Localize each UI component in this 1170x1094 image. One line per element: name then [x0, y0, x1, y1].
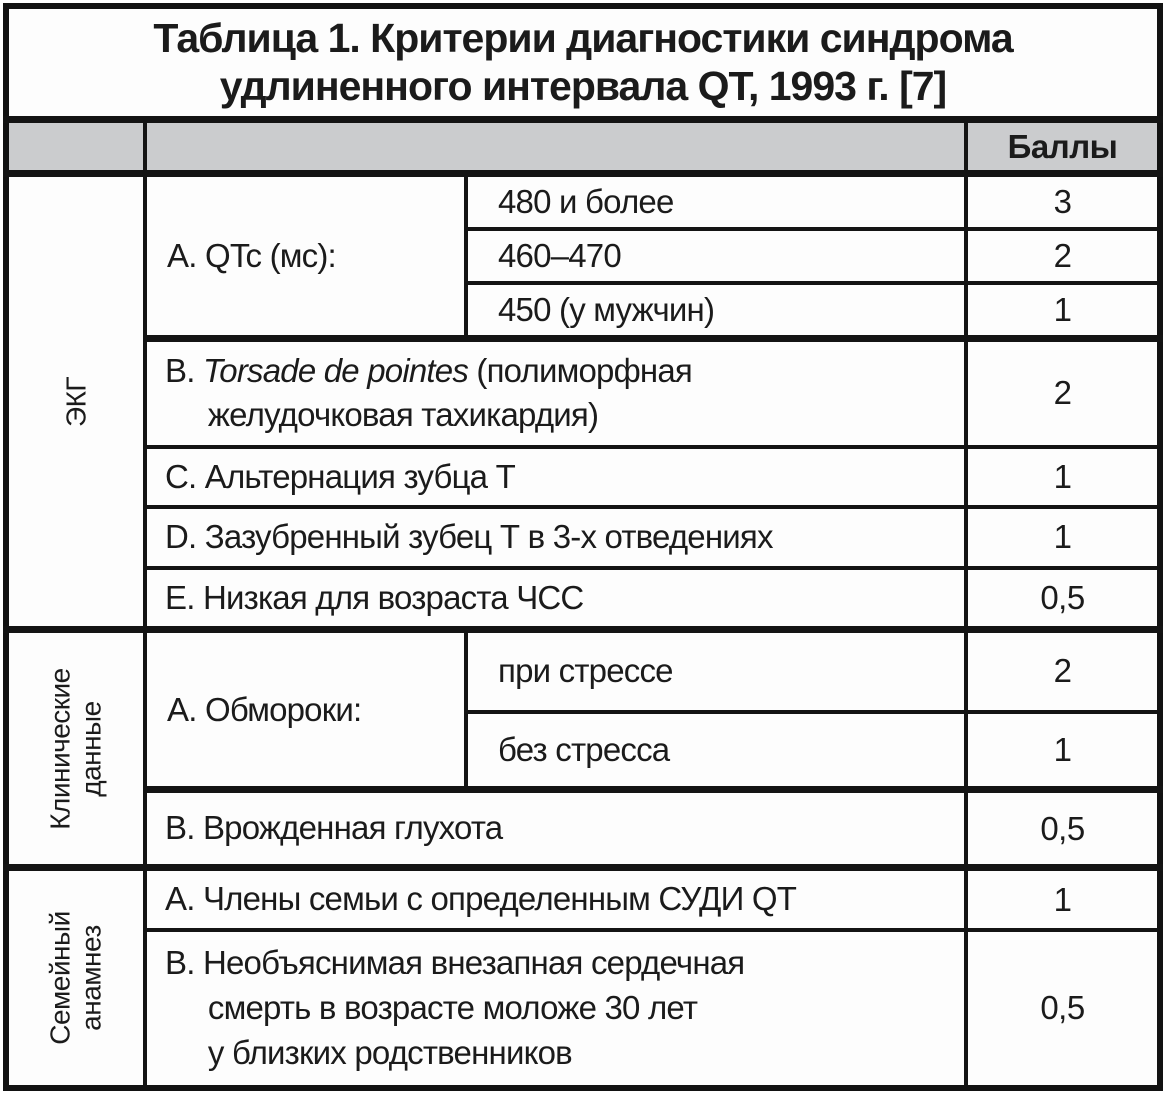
section-label-family-text: Семейный анамнез	[44, 911, 107, 1045]
header-empty-criteria-cell	[143, 116, 968, 176]
ecg-alternation-criterion: C. Альтернация зубца Т	[143, 444, 968, 510]
family-sudden-death-line1: B. Необъяснимая внезапная сердечная	[165, 944, 745, 982]
family-sudden-death-row: B. Необъяснимая внезапная сердечная смер…	[6, 927, 1163, 1090]
ecg-qtc-points-460: 2	[963, 227, 1163, 286]
clinical-syncope-group-label: A. Обмороки:	[143, 626, 468, 792]
ecg-notched-t-row: D. Зазубренный зубец Т в 3-х отведениях …	[6, 505, 1163, 570]
header-empty-section-cell	[4, 116, 147, 176]
ecg-notched-t-points: 1	[963, 505, 1163, 570]
clinical-syncope-stress-row: Клинические данные A. Обмороки: при стре…	[4, 626, 1163, 870]
clinical-deafness-points: 0,5	[963, 786, 1163, 870]
ecg-qtc-row-450: 450 (у мужчин) 1	[6, 281, 1163, 341]
qt-diagnostic-criteria-table: Таблица 1. Критерии диагностики синдрома…	[3, 3, 1164, 1091]
points-column-header: Баллы	[963, 116, 1163, 176]
torsade-italic-text: Torsade de pointes	[202, 351, 469, 389]
table-title-line1: Таблица 1. Критерии диагностики синдрома	[153, 15, 1013, 61]
ecg-qtc-row-480: ЭКГ A. QTc (мс): 480 и более 3	[4, 170, 1163, 632]
ecg-qtc-points-450: 1	[963, 281, 1163, 341]
section-label-ecg: ЭКГ	[4, 170, 147, 632]
section-label-clinical-text: Клинические данные	[44, 667, 107, 830]
family-members-criterion: A. Члены семьи с определенным СУДИ QT	[143, 864, 968, 932]
ecg-qtc-points-480: 3	[963, 170, 1163, 232]
ecg-qtc-group-label: A. QTc (мс):	[143, 170, 468, 341]
ecg-low-hr-points: 0,5	[963, 565, 1163, 632]
family-members-points: 1	[963, 864, 1163, 932]
ecg-alternation-points: 1	[963, 444, 1163, 510]
clinical-syncope-stress-points: 2	[963, 626, 1163, 714]
family-sudden-death-points: 0,5	[963, 927, 1163, 1090]
table-title-line2: удлиненного интервала QT, 1993 г. [7]	[219, 62, 947, 109]
ecg-torsade-line1: B. Torsade de pointes (полиморфная	[165, 351, 693, 389]
ecg-torsade-line2: желудочковая тахикардия)	[207, 396, 599, 434]
column-header-row: Баллы	[4, 116, 1163, 176]
ecg-torsade-row: B. Torsade de pointes (полиморфная желуд…	[6, 335, 1163, 449]
clinical-syncope-stress-value: при стрессе	[464, 626, 968, 714]
family-sudden-death-line2: смерть в возрасте моложе 30 лет	[207, 989, 698, 1026]
ecg-low-hr-row: E. Низкая для возраста ЧСС 0,5	[6, 565, 1163, 632]
clinical-syncope-nostress-value: без стресса	[464, 709, 968, 792]
ecg-torsade-points: 2	[963, 335, 1163, 449]
family-sudden-death-criterion: B. Необъяснимая внезапная сердечная смер…	[143, 927, 968, 1090]
clinical-syncope-nostress-row: без стресса 1	[6, 709, 1163, 792]
clinical-deafness-row: B. Врожденная глухота 0,5	[6, 786, 1163, 870]
clinical-deafness-criterion: B. Врожденная глухота	[143, 786, 968, 870]
ecg-qtc-value-480: 480 и более	[464, 170, 968, 232]
clinical-syncope-nostress-points: 1	[963, 709, 1163, 792]
section-label-ecg-text: ЭКГ	[60, 376, 92, 427]
ecg-qtc-row-460: 460–470 2	[6, 227, 1163, 286]
ecg-notched-t-criterion: D. Зазубренный зубец Т в 3-х отведениях	[143, 505, 968, 570]
section-label-family: Семейный анамнез	[4, 864, 147, 1090]
ecg-low-hr-criterion: E. Низкая для возраста ЧСС	[143, 565, 968, 632]
ecg-torsade-criterion: B. Torsade de pointes (полиморфная желуд…	[143, 335, 968, 449]
ecg-qtc-value-460: 460–470	[464, 227, 968, 286]
ecg-qtc-value-450: 450 (у мужчин)	[464, 281, 968, 341]
ecg-alternation-row: C. Альтернация зубца Т 1	[6, 444, 1163, 510]
section-label-clinical: Клинические данные	[4, 626, 147, 870]
table-title: Таблица 1. Критерии диагностики синдрома…	[3, 4, 1163, 122]
family-sudden-death-line3: у близких родственников	[207, 1033, 573, 1071]
table-title-row: Таблица 1. Критерии диагностики синдрома…	[3, 4, 1163, 122]
family-members-row: Семейный анамнез A. Члены семьи с опреде…	[4, 864, 1163, 1090]
